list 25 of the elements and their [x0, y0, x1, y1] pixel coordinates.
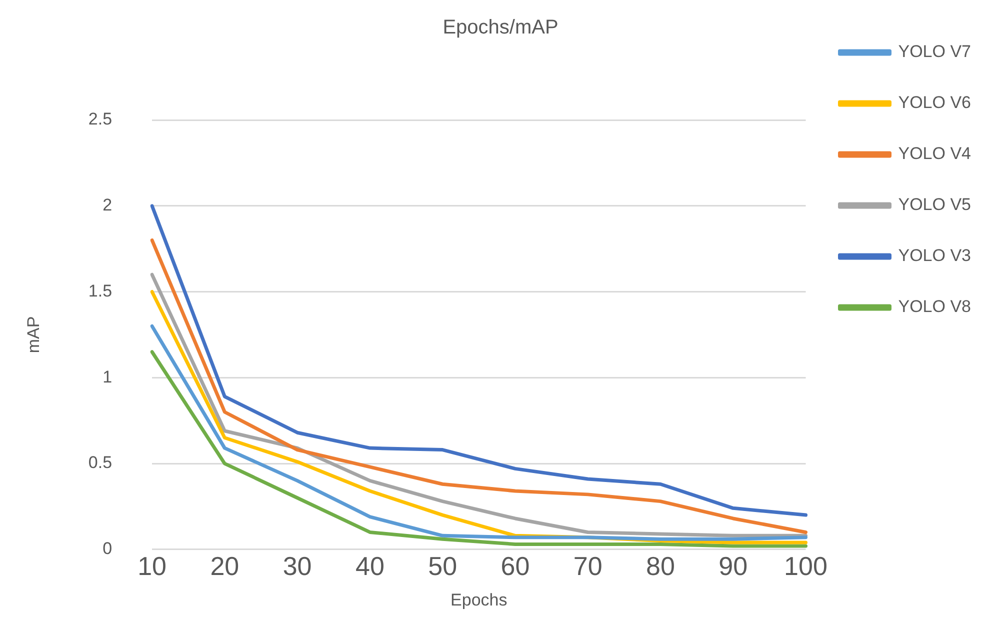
- x-tick-label: 40: [355, 551, 384, 582]
- x-tick-label: 60: [500, 551, 530, 582]
- x-tick-label: 30: [282, 551, 312, 582]
- x-tick-label: 100: [784, 551, 828, 582]
- chart-title: Epochs/mAP: [442, 16, 558, 39]
- x-tick-label: 80: [646, 551, 675, 582]
- x-tick-label: 10: [138, 551, 166, 582]
- y-tick-label: 0.5: [88, 453, 112, 472]
- legend-label: YOLO V8: [898, 297, 972, 316]
- y-axis-title: mAP: [24, 316, 43, 354]
- y-tick-label: 2: [102, 196, 112, 215]
- y-tick-label: 2.5: [88, 110, 112, 129]
- y-tick-label: 0: [102, 539, 112, 558]
- x-tick-label: 20: [210, 551, 240, 582]
- y-tick-label: 1: [102, 367, 112, 386]
- legend-label: YOLO V6: [898, 93, 972, 112]
- legend-label: YOLO V4: [898, 144, 972, 164]
- legend-label: YOLO V7: [898, 42, 972, 62]
- x-tick-label: 70: [573, 551, 602, 582]
- x-tick-label: 50: [428, 551, 458, 582]
- x-tick-label: 90: [718, 551, 748, 582]
- legend-label: YOLO V5: [898, 195, 972, 214]
- y-tick-label: 1.5: [88, 281, 112, 300]
- x-axis-title: Epochs: [450, 590, 508, 610]
- legend-label: YOLO V3: [898, 246, 972, 266]
